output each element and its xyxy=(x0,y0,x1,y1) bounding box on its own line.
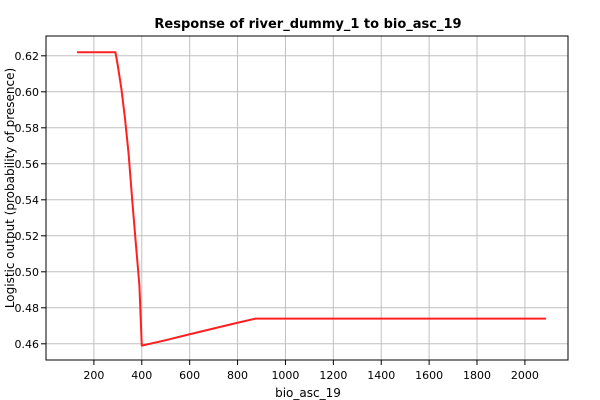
data-point xyxy=(428,317,430,320)
data-point xyxy=(117,64,119,67)
y-axis-label: Logistic output (probability of presence… xyxy=(3,68,17,308)
data-point xyxy=(120,88,123,90)
chart-title: Response of river_dummy_1 to bio_asc_19 xyxy=(154,17,461,32)
y-tick-label: 0.48 xyxy=(15,302,40,315)
data-point xyxy=(284,317,287,320)
x-axis-label: bio_asc_19 xyxy=(275,386,341,400)
data-point xyxy=(188,333,191,336)
data-point xyxy=(236,321,239,324)
series-layer xyxy=(76,51,547,347)
data-point xyxy=(138,284,141,287)
x-tick-label: 1400 xyxy=(367,369,395,382)
data-point xyxy=(124,118,126,120)
y-tick-label: 0.62 xyxy=(15,50,40,63)
data-point xyxy=(524,317,526,320)
y-tick-label: 0.52 xyxy=(15,230,40,243)
data-point xyxy=(77,51,79,53)
grid xyxy=(46,36,568,360)
x-tick-label: 1000 xyxy=(271,369,299,382)
x-tick-label: 2000 xyxy=(511,369,539,382)
data-point xyxy=(93,51,95,53)
data-point xyxy=(114,51,117,53)
data-point xyxy=(164,339,167,342)
x-tick-label: 1800 xyxy=(463,369,491,382)
data-point xyxy=(332,317,335,320)
x-tick-label: 1600 xyxy=(415,369,443,382)
x-tick-label: 800 xyxy=(227,369,248,382)
data-point xyxy=(212,327,215,330)
y-tick-label: 0.58 xyxy=(15,122,40,135)
data-point xyxy=(140,344,143,347)
y-tick-label: 0.50 xyxy=(15,266,40,279)
x-tick-label: 200 xyxy=(83,369,104,382)
data-point xyxy=(380,317,383,320)
data-point xyxy=(476,317,478,320)
data-point xyxy=(254,317,257,320)
x-tick-label: 600 xyxy=(179,369,200,382)
data-point xyxy=(134,242,137,244)
data-point xyxy=(544,317,547,320)
plot-area-border xyxy=(45,35,569,361)
response-curve xyxy=(76,51,547,347)
y-tick-label: 0.56 xyxy=(15,158,40,171)
x-tick-label: 1200 xyxy=(319,369,347,382)
y-tick-label: 0.46 xyxy=(15,338,40,351)
y-tick-label: 0.60 xyxy=(15,86,40,99)
x-tick-label: 400 xyxy=(131,369,152,382)
y-tick-label: 0.54 xyxy=(15,194,40,207)
data-point xyxy=(127,153,130,155)
axis-ticks: 200 400 600 800 1000 1200 1400 1600 1800 2000 0.46… xyxy=(15,50,539,382)
data-point xyxy=(131,199,134,201)
